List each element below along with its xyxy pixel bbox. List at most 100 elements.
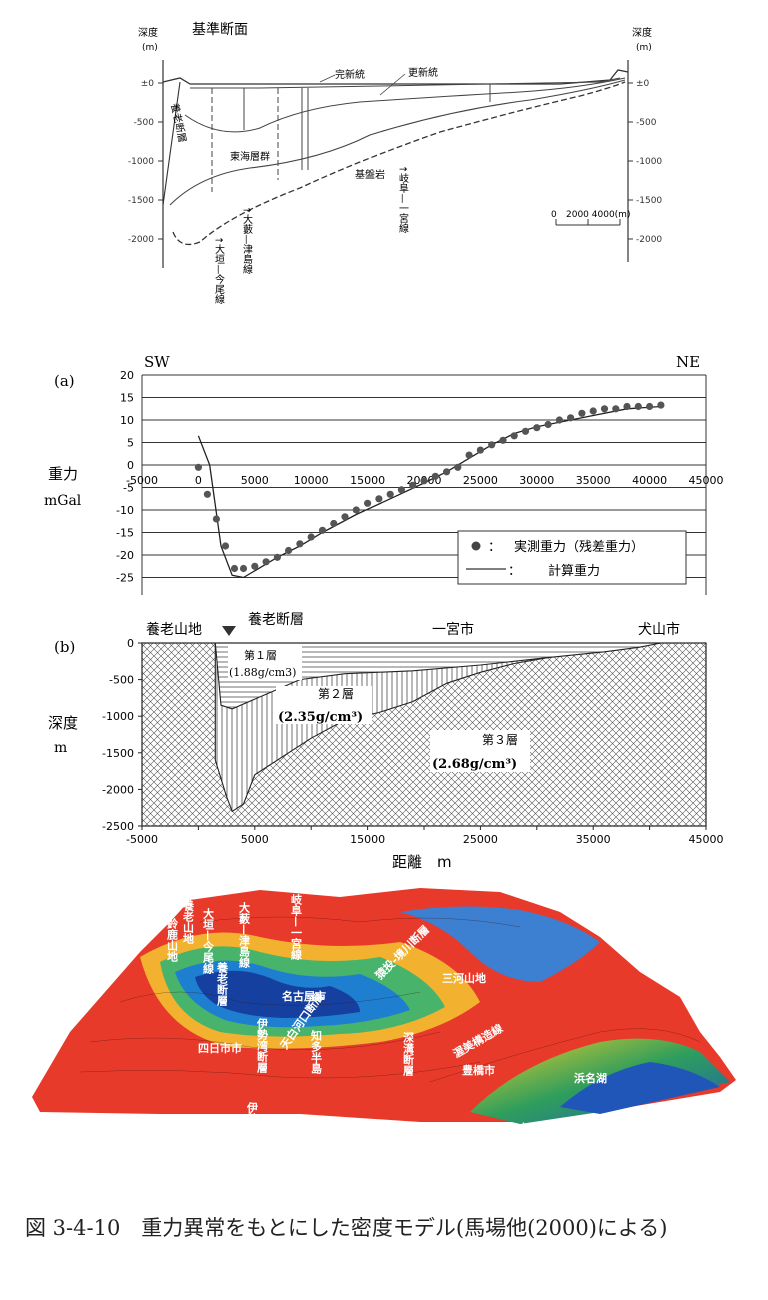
distance-x-tick: 35000 (576, 833, 611, 846)
depth-ylabel-1: 深度 (48, 714, 78, 732)
measured-gravity-point (397, 486, 405, 494)
gravity-y-tick: 15 (120, 392, 134, 405)
map-suzuka: 鈴鹿山地 (166, 917, 179, 962)
section-tick-label: -1000 (128, 157, 154, 167)
map-chita: 知多半島 (310, 1029, 324, 1075)
measured-gravity-point (646, 402, 654, 411)
distance-x-tick: 15000 (350, 833, 385, 846)
measured-gravity-point (273, 553, 281, 561)
gravity-x-tick: -5000 (126, 474, 158, 487)
gravity-x-tick: 30000 (519, 474, 554, 487)
label-ogaki-line: ↑大垣—今尾線 (213, 236, 225, 304)
panel-b-label: (b) (54, 638, 75, 656)
gravity-x-tick: 25000 (463, 474, 498, 487)
measured-gravity-point (634, 402, 642, 411)
depth-y-tick: 0 (127, 637, 134, 650)
gravity-x-tick: 35000 (576, 474, 611, 487)
label-yoro-fault-top: 養老断層 (168, 102, 189, 144)
section-tick-label: -500 (134, 118, 155, 128)
gravity-y-tick: -20 (116, 549, 134, 562)
measured-gravity-point (409, 481, 417, 489)
layer2-density: (2.35g/cm³) (278, 710, 363, 725)
map-yokkaichi: 四日市市 (198, 1041, 242, 1055)
measured-gravity-point (239, 564, 248, 573)
section-right-ticks: ±0 -500 -1000 -1500 -2000 (628, 79, 662, 245)
layer-labels: 第１層 (1.88g/cm3) 第２層 (2.35g/cm³) 第３層 (2.6… (228, 646, 530, 772)
measured-gravity-point (443, 468, 451, 476)
depth-y-tick: -1000 (102, 710, 134, 723)
density-layers (142, 642, 706, 826)
scale-max: 2000 4000(m) (566, 210, 630, 220)
gravity-y-tick: -10 (116, 504, 134, 517)
measured-gravity-point (510, 432, 518, 440)
measured-gravity-point (420, 477, 428, 485)
measured-gravity-point (600, 405, 609, 413)
map-mikawa: 三河山地 (442, 971, 486, 985)
label-basement: 基盤岩 (355, 168, 385, 181)
distance-xlabel: 距離 m (392, 853, 452, 871)
measured-gravity-point (544, 420, 552, 429)
layer1-label: 第１層 (244, 648, 277, 662)
section-tick-label: ±0 (636, 79, 650, 89)
measured-gravity-point (578, 409, 586, 417)
measured-gravity-point (386, 490, 394, 498)
map-ogaki-line: 大垣—今尾線 (202, 907, 216, 975)
section-tick-label: -1500 (128, 196, 154, 206)
depth-y-tick: -2500 (102, 820, 134, 833)
place-ichinomiya: 一宮市 (432, 621, 474, 638)
measured-gravity-point (262, 558, 270, 566)
gravity-chart: (a) SW NE 重力 mGal 20 15 10 5 0 -5 -10 -15 -20 -25… (44, 353, 724, 595)
measured-gravity-point (203, 490, 211, 498)
legend-dot-colon: ： (488, 540, 501, 555)
measured-gravity-point (589, 407, 597, 415)
reference-section: 基準断面 深度 (m) 深度 (m) ±0 -500 -1000 -1500 -2000… (128, 21, 663, 304)
measured-gravity-point (251, 562, 259, 570)
label-koushin: 更新統 (408, 66, 438, 79)
gravity-x-tick: 15000 (350, 474, 385, 487)
depth-y-tick: -1500 (102, 747, 134, 760)
label-gifu-line: ↑岐阜—一宮線 (397, 165, 409, 233)
depth-ylabel-2: m (54, 740, 67, 756)
measured-gravity-point (488, 441, 496, 449)
gravity-y-ticks: 20 15 10 5 0 -5 -10 -15 -20 -25 -30 (116, 369, 134, 595)
map-hamana: 浜名湖 (574, 1071, 607, 1085)
measured-gravity-point (375, 495, 383, 503)
gravity-ylabel-1: 重力 (48, 465, 78, 483)
scale-zero: 0 (551, 210, 557, 220)
gravity-x-tick: 45000 (689, 474, 724, 487)
layer1-density: (1.88g/cm3) (229, 666, 296, 679)
place-yoro-sanchi: 養老山地 (146, 621, 202, 638)
layer2-label: 第２層 (318, 687, 354, 701)
distance-x-tick: 45000 (689, 833, 724, 846)
section-tick-label: -1000 (636, 157, 662, 167)
map-pacific: 太平洋 (517, 1121, 551, 1135)
depth-y-tick: -500 (109, 674, 134, 687)
section-tick-label: ±0 (141, 79, 155, 89)
depth-unit-left: (m) (142, 43, 158, 53)
layer3-label: 第３層 (482, 733, 518, 747)
legend-measured: 実測重力（残差重力） (514, 539, 644, 555)
map-isewan: 伊勢湾 (246, 1101, 260, 1136)
place-inuyama: 犬山市 (638, 621, 680, 638)
calc-gravity-line (197, 405, 661, 579)
gravity-grid (141, 374, 707, 595)
measured-gravity-point (555, 416, 564, 424)
panel-a-label: (a) (54, 372, 75, 390)
section-left-ticks: ±0 -500 -1000 -1500 -2000 (128, 79, 163, 245)
map-oyabu-line: 大藪—津島線 (238, 901, 251, 969)
figure-caption: 図 3-4-10 重力異常をもとにした密度モデル(馬場他(2000)による) (25, 1216, 668, 1240)
measured-gravity-point (431, 472, 439, 480)
measured-gravity-point (296, 540, 304, 548)
map-yoro-fault: 養老断層 (216, 961, 230, 1007)
section-tick-label: -2000 (128, 235, 154, 245)
map-ise-fault: 伊勢湾断層 (256, 1017, 270, 1074)
gravity-y-tick: 10 (120, 414, 134, 427)
measured-gravity-point (499, 436, 507, 444)
gravity-y-tick: -15 (116, 527, 134, 540)
gravity-legend: ： 実測重力（残差重力） ： 計算重力 (457, 530, 687, 585)
measured-gravity-point (454, 463, 462, 471)
label-tokai: 東海層群 (230, 150, 270, 163)
measured-gravity-point (623, 402, 631, 411)
map-toyohashi: 豊橋市 (462, 1063, 495, 1077)
measured-gravity-point (307, 533, 315, 541)
